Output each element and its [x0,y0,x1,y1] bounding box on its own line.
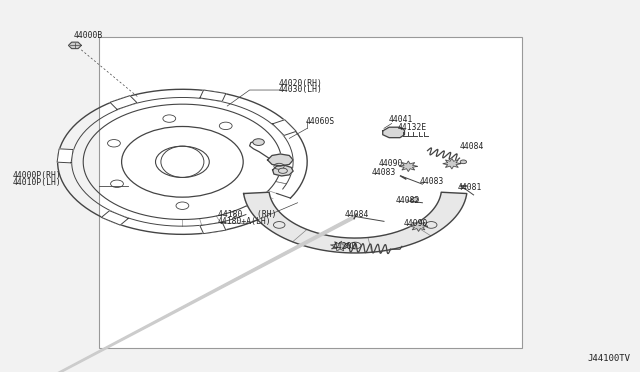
Text: 44000B: 44000B [74,31,103,40]
Text: 44180   (RH): 44180 (RH) [218,211,276,219]
Polygon shape [410,221,428,231]
Text: 44084: 44084 [344,211,369,219]
Polygon shape [268,154,293,166]
Text: 44180+A(LH): 44180+A(LH) [218,217,271,226]
Text: 44081: 44081 [458,183,482,192]
Polygon shape [383,127,404,138]
Text: 44090: 44090 [403,219,428,228]
Text: 44132E: 44132E [398,123,428,132]
Text: 44084: 44084 [460,142,484,151]
Circle shape [253,139,264,145]
Text: J44100TV: J44100TV [588,354,630,363]
Polygon shape [200,90,226,102]
Polygon shape [110,96,137,109]
Text: 44030(LH): 44030(LH) [278,86,323,94]
Polygon shape [244,192,467,253]
Bar [99,37,522,348]
Text: 44041: 44041 [389,115,413,124]
Polygon shape [273,165,293,176]
Text: 44020(RH): 44020(RH) [278,79,323,88]
Polygon shape [200,222,226,234]
Polygon shape [330,241,348,251]
Text: 44060S: 44060S [306,117,335,126]
Polygon shape [399,161,417,171]
Circle shape [460,160,467,164]
Text: 44200: 44200 [333,242,357,251]
Text: 44090: 44090 [379,159,403,168]
Circle shape [278,168,287,173]
Polygon shape [443,158,461,169]
Circle shape [411,198,419,202]
Polygon shape [68,42,81,49]
Text: 44000P(RH): 44000P(RH) [13,171,61,180]
Polygon shape [101,211,129,225]
Polygon shape [0,214,356,372]
Text: 44083: 44083 [371,168,396,177]
Polygon shape [273,120,296,135]
Text: 44082: 44082 [396,196,420,205]
Polygon shape [57,149,73,163]
Text: 44083: 44083 [419,177,444,186]
Text: 44010P(LH): 44010P(LH) [13,178,61,187]
